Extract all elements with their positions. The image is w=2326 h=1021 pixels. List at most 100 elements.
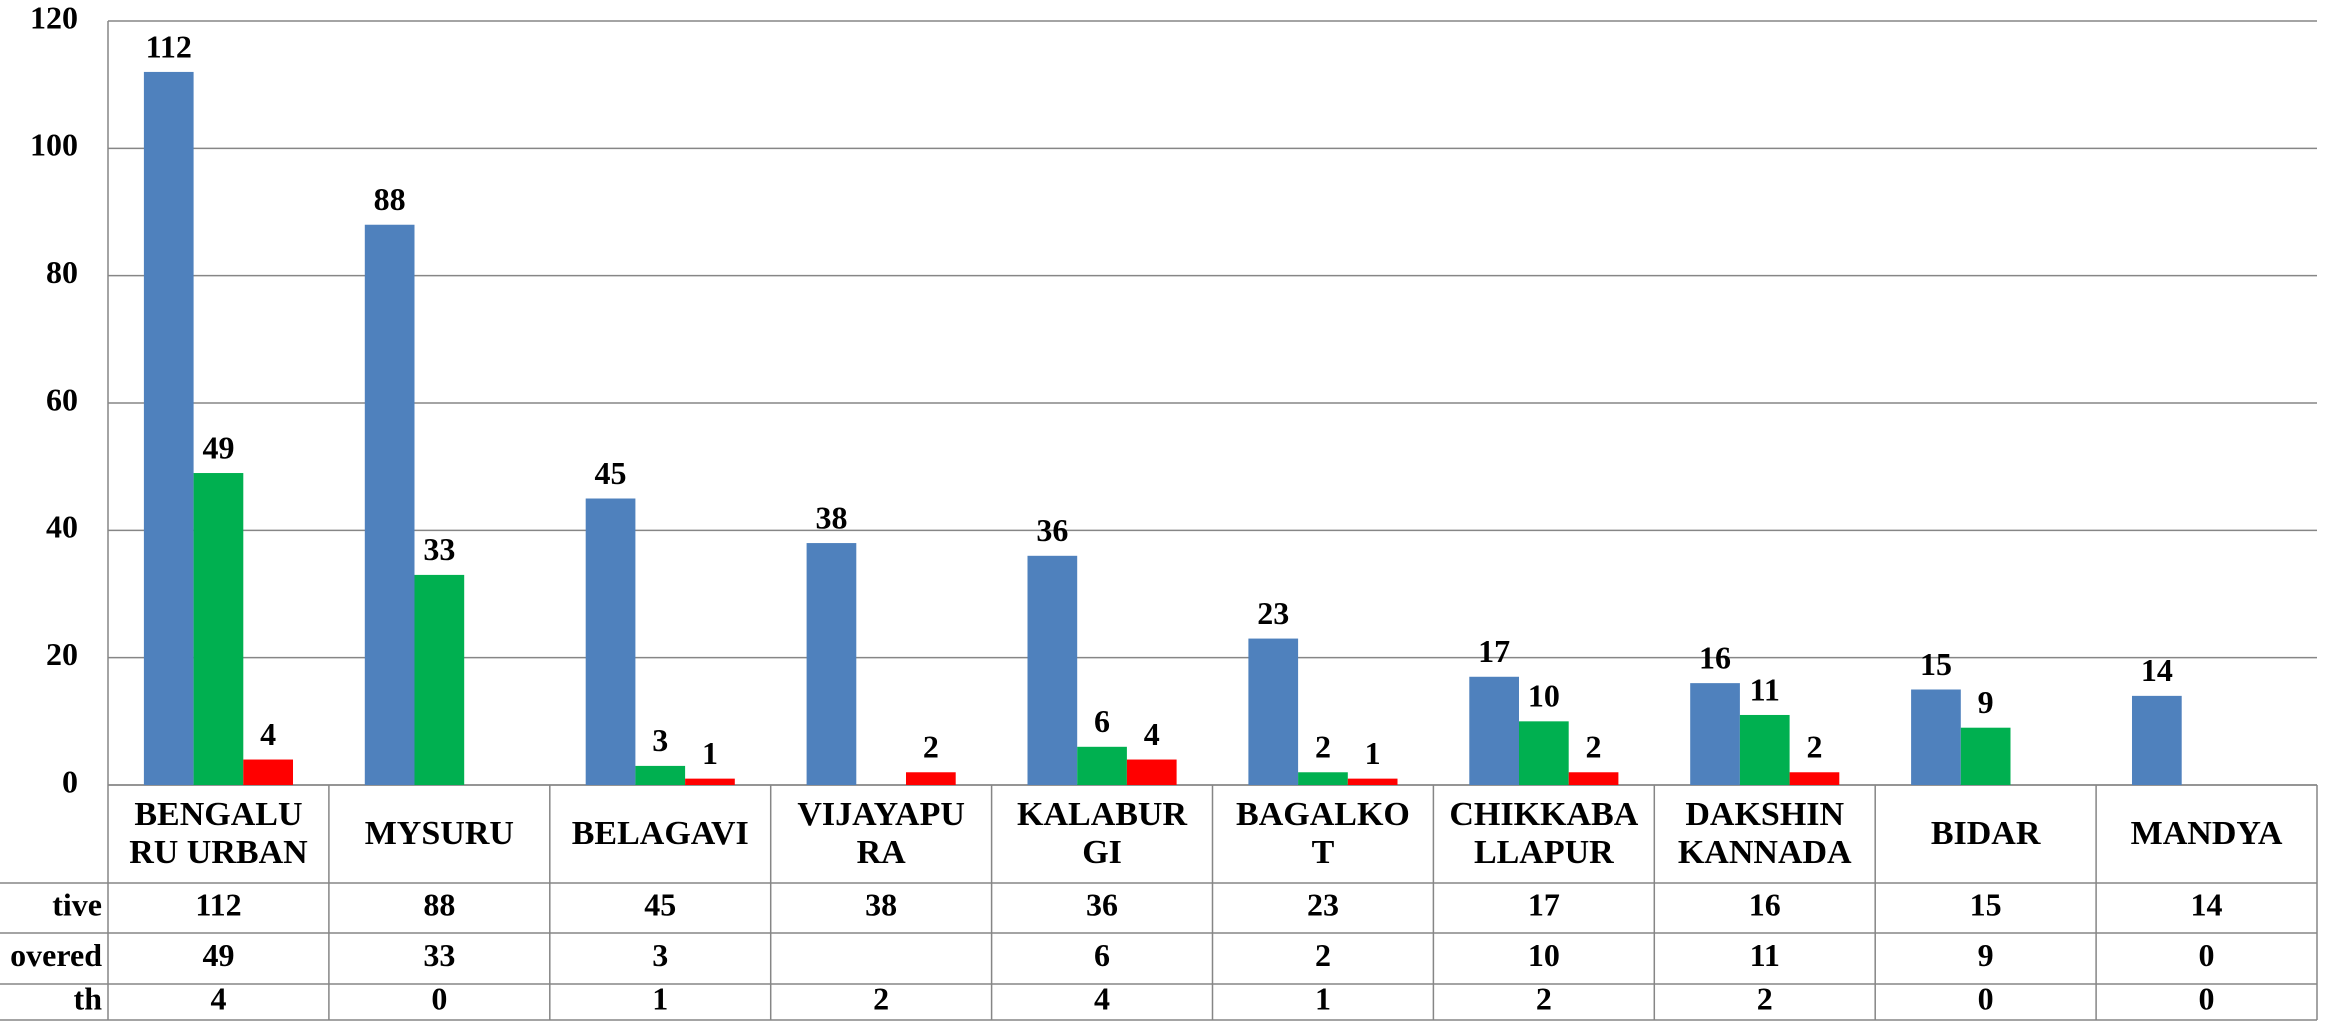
table-cell: 49 — [202, 937, 234, 973]
bar — [1248, 638, 1299, 785]
data-label: 33 — [423, 531, 455, 567]
data-label: 2 — [923, 729, 939, 765]
x-tick-label: KALABUR GI — [1017, 796, 1188, 871]
x-tick-label: BAGALKO T — [1236, 796, 1410, 871]
bar — [193, 473, 244, 785]
bar — [1739, 714, 1790, 785]
table-cell: 1 — [1315, 980, 1331, 1016]
table-cell: 17 — [1528, 886, 1560, 922]
table-cell: 2 — [1757, 980, 1773, 1016]
x-tick-label: MANDYA — [2130, 815, 2283, 852]
bar — [1568, 772, 1619, 785]
data-label: 14 — [2141, 652, 2173, 688]
table-cell: 88 — [423, 886, 455, 922]
table-cell: 0 — [2199, 980, 2215, 1016]
y-tick-label: 120 — [30, 0, 78, 35]
data-label: 16 — [1699, 639, 1731, 675]
table-cell: 9 — [1978, 937, 1994, 973]
data-label: 4 — [260, 716, 276, 752]
bar — [1027, 555, 1078, 785]
table-cell: 45 — [644, 886, 676, 922]
table-cell: 38 — [865, 886, 897, 922]
bar — [1690, 683, 1740, 785]
table-cell: 36 — [1086, 886, 1118, 922]
table-cell: 15 — [1970, 886, 2002, 922]
data-label: 4 — [1144, 716, 1160, 752]
data-label: 2 — [1315, 729, 1331, 765]
bar — [1469, 676, 1519, 785]
table-cell: 16 — [1749, 886, 1781, 922]
bar — [364, 224, 415, 785]
table-cell: 4 — [210, 980, 226, 1016]
data-label: 17 — [1478, 633, 1510, 669]
data-label: 23 — [1257, 595, 1289, 631]
y-tick-label: 20 — [46, 636, 78, 672]
y-tick-label: 80 — [46, 254, 78, 290]
data-label: 36 — [1036, 512, 1068, 548]
table-cell: 33 — [423, 937, 455, 973]
table-cell: 10 — [1528, 937, 1560, 973]
data-label: 1 — [702, 735, 718, 771]
y-tick-label: 100 — [30, 127, 78, 163]
table-cell: 112 — [195, 886, 241, 922]
table-cell: 14 — [2191, 886, 2223, 922]
y-tick-label: 60 — [46, 381, 78, 417]
x-tick-label: MYSURU — [364, 815, 514, 852]
bar — [1126, 759, 1177, 785]
table-cell: 1 — [652, 980, 668, 1016]
bar — [414, 574, 465, 785]
table-cell: 2 — [873, 980, 889, 1016]
data-label: 2 — [1586, 729, 1602, 765]
data-label: 1 — [1365, 735, 1381, 771]
bar — [806, 543, 857, 785]
data-label: 88 — [374, 181, 406, 217]
bar — [685, 778, 735, 785]
table-row-label: th — [74, 980, 103, 1016]
data-label: 2 — [1806, 729, 1822, 765]
table-row-label: tive — [52, 886, 102, 922]
data-label: 112 — [146, 28, 192, 64]
data-label: 49 — [202, 429, 234, 465]
x-tick-label: BIDAR — [1930, 815, 2041, 852]
x-tick-label: DAKSHIN KANNADA — [1677, 796, 1852, 871]
y-tick-label: 0 — [62, 763, 78, 799]
x-tick-label: BELAGAVI — [571, 815, 749, 852]
bar — [2131, 695, 2182, 785]
data-label: 38 — [815, 499, 847, 535]
table-cell: 0 — [431, 980, 447, 1016]
bar — [635, 765, 686, 785]
table-cell: 2 — [1536, 980, 1552, 1016]
table-cell: 0 — [2199, 937, 2215, 973]
data-label: 3 — [652, 722, 668, 758]
x-tick-label: VIJAYAPU RA — [797, 796, 965, 871]
data-label: 15 — [1920, 646, 1952, 682]
table-cell: 0 — [1978, 980, 1994, 1016]
bar — [906, 772, 956, 785]
bar — [1077, 746, 1127, 785]
table-row-label: overed — [10, 937, 102, 973]
table-cell: 3 — [652, 937, 668, 973]
bar — [243, 759, 294, 785]
data-label: 11 — [1750, 671, 1780, 707]
bar — [1911, 689, 1961, 785]
bar — [1347, 778, 1398, 785]
table-cell: 4 — [1094, 980, 1110, 1016]
bar — [1298, 772, 1348, 785]
table-cell: 11 — [1750, 937, 1780, 973]
x-tick-label: CHIKKABA LLAPUR — [1449, 796, 1639, 871]
data-label: 9 — [1978, 684, 1994, 720]
bar — [1960, 727, 2011, 785]
data-label: 10 — [1528, 678, 1560, 714]
table-cell: 2 — [1315, 937, 1331, 973]
y-tick-label: 40 — [46, 509, 78, 545]
bar — [143, 71, 194, 785]
table-cell: 6 — [1094, 937, 1110, 973]
data-label: 45 — [595, 455, 627, 491]
x-tick-label: BENGALU RU URBAN — [129, 796, 308, 871]
bar — [1789, 772, 1840, 785]
table-cell: 23 — [1307, 886, 1339, 922]
bar — [1518, 721, 1569, 785]
bar — [585, 498, 636, 785]
